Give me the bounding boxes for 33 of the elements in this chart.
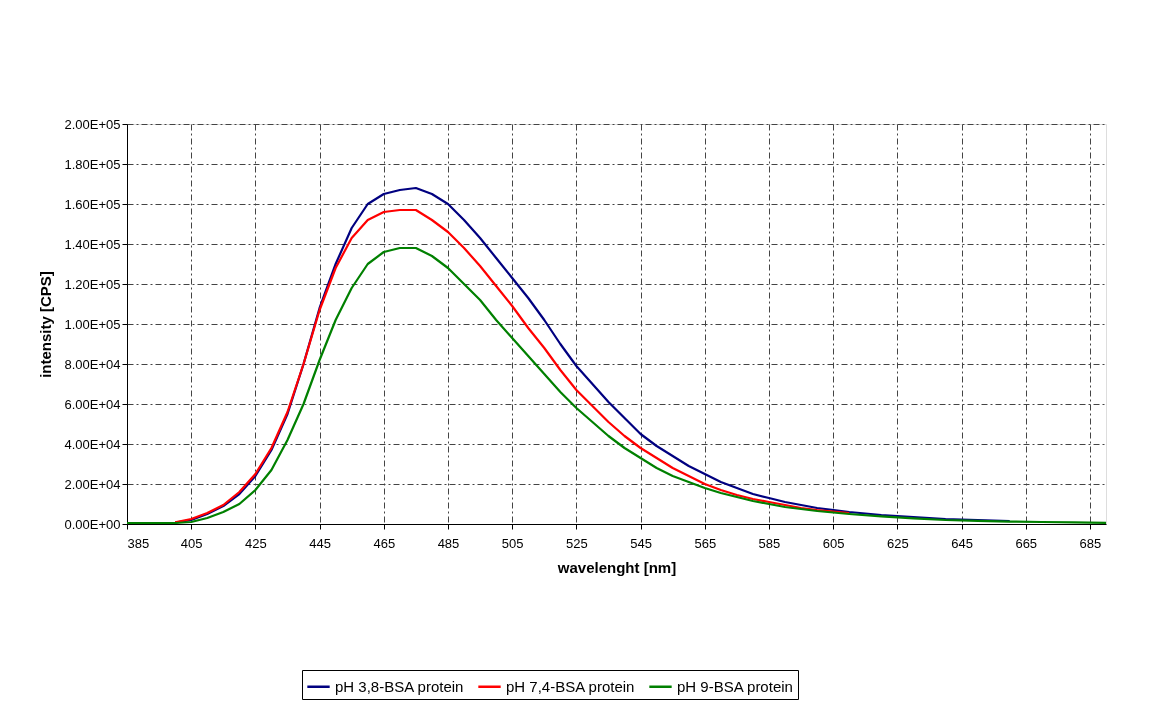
y-tick-label: 1.80E+05 xyxy=(64,156,121,172)
x-tick-label: 525 xyxy=(566,535,588,551)
line-series xyxy=(174,208,851,524)
y-tick-label: 1.60E+05 xyxy=(64,196,121,212)
x-tick-label: 465 xyxy=(373,535,396,551)
x-tick-label: 485 xyxy=(437,535,460,551)
x-tick-label: 425 xyxy=(245,535,267,551)
x-tick-label: 625 xyxy=(887,535,909,551)
x-tick-label: 385 xyxy=(127,535,150,551)
x-tick-label: 665 xyxy=(1015,535,1038,551)
y-tick-label: 0.00E+00 xyxy=(64,516,121,532)
x-tick-label: 405 xyxy=(180,535,203,551)
y-tick-label: 4.00E+04 xyxy=(64,436,121,452)
x-tick-label: 605 xyxy=(822,535,845,551)
y-tick-label: 8.00E+04 xyxy=(64,356,121,372)
legend-label: pH 7,4-BSA protein xyxy=(506,677,635,695)
y-tick-label: 2.00E+05 xyxy=(64,116,121,132)
y-tick-label: 1.40E+05 xyxy=(64,236,121,252)
y-tick-label: 6.00E+04 xyxy=(64,396,121,412)
x-tick-label: 545 xyxy=(630,535,652,551)
y-axis-title: intensity [CPS] xyxy=(37,271,55,378)
x-axis-title: wavelenght [nm] xyxy=(556,558,677,576)
x-tick-label: 445 xyxy=(309,535,331,551)
y-tick-label: 1.20E+05 xyxy=(64,276,121,292)
x-tick-label: 505 xyxy=(501,535,524,551)
y-tick-label: 1.00E+05 xyxy=(64,316,121,332)
legend-label: pH 9-BSA protein xyxy=(677,677,793,695)
legend-label: pH 3,8-BSA protein xyxy=(335,677,464,695)
x-tick-label: 645 xyxy=(951,535,973,551)
x-tick-label: 685 xyxy=(1079,535,1102,551)
x-tick-label: 565 xyxy=(694,535,717,551)
y-tick-label: 2.00E+04 xyxy=(64,476,121,492)
x-tick-label: 585 xyxy=(758,535,781,551)
